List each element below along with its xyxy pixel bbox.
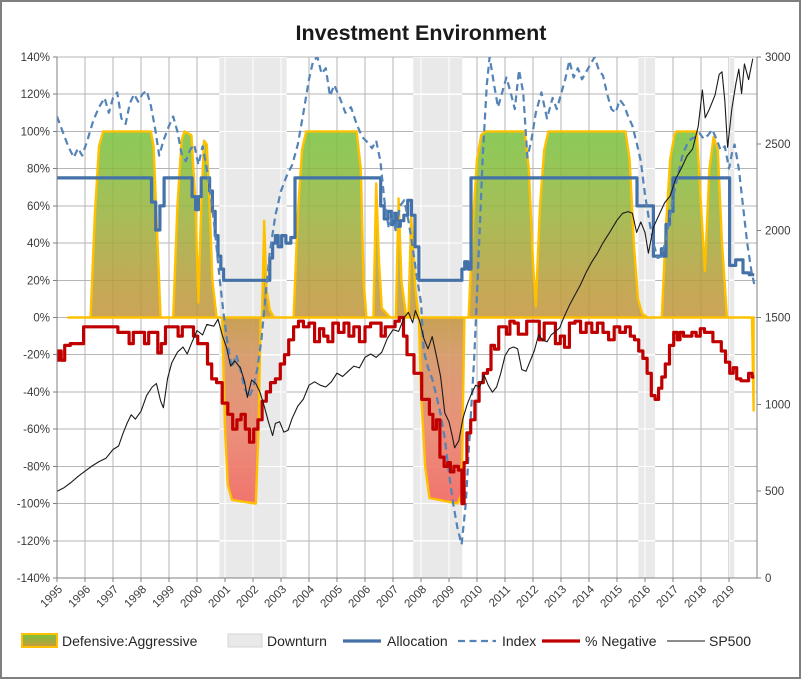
x-axis-label: 1998 (123, 584, 150, 611)
legend-label: Allocation (387, 633, 448, 649)
legend: Defensive:Aggressive Downturn Allocation In… (21, 633, 751, 649)
legend-item-gray-band-swatch: Downturn (227, 633, 327, 649)
y-axis-right-label: 500 (765, 486, 784, 498)
legend-item-solid-red-line: % Negative (542, 633, 657, 649)
legend-label: % Negative (585, 633, 657, 649)
y-axis-right-label: 0 (765, 573, 771, 585)
y-axis-left-label: 100% (21, 126, 50, 138)
y-axis-left-label: 140% (21, 52, 50, 64)
y-axis-left-labels: 140% 120% 100% 80% 60% 40% 20% 0% -20% -40% -60% -8… (17, 52, 50, 585)
y-axis-right-label: 1500 (765, 313, 791, 325)
series-group (57, 57, 756, 546)
x-axis-label: 2015 (599, 584, 626, 611)
x-axis-label: 2005 (319, 584, 346, 611)
x-axis-label: 2019 (711, 584, 738, 611)
y-axis-left-label: 80% (27, 164, 50, 176)
y-axis-left-label: 120% (21, 89, 50, 101)
gradient-area-swatch-icon (21, 633, 58, 648)
legend-item-gradient-area-swatch: Defensive:Aggressive (21, 633, 198, 649)
x-axis-label: 2016 (627, 584, 654, 611)
y-axis-right-label: 1000 (765, 399, 791, 411)
y-axis-left-label: -120% (17, 536, 50, 548)
y-axis-left-label: 0% (33, 313, 50, 325)
legend-label: SP500 (709, 633, 751, 649)
x-axis-label: 2007 (375, 584, 402, 611)
x-axis-label: 2013 (543, 584, 570, 611)
legend-item-solid-blue-line: Allocation (343, 633, 448, 649)
x-axis-label: 2012 (515, 584, 542, 611)
gray-band-swatch-icon (227, 633, 263, 648)
y-axis-right-labels: 0 500 1000 1500 2000 2500 3000 (765, 52, 791, 585)
x-axis-label: 2011 (487, 584, 513, 610)
y-axis-left-label: 60% (27, 201, 50, 213)
x-axis-label: 2006 (347, 584, 374, 611)
x-axis-label: 1996 (67, 584, 94, 611)
legend-label: Defensive:Aggressive (62, 633, 198, 649)
y-axis-left-label: -80% (23, 461, 50, 473)
y-axis-left-label: 40% (27, 238, 50, 250)
x-axis-label: 2004 (291, 583, 318, 610)
index-line (57, 57, 756, 546)
x-axis-label: 2003 (263, 584, 290, 611)
x-axis-label: 2009 (431, 584, 458, 611)
x-axis-label: 2008 (403, 584, 430, 611)
x-axis-label: 2017 (655, 584, 682, 611)
x-axis-label: 1997 (95, 584, 122, 611)
x-axis-label: 2018 (683, 584, 710, 611)
y-axis-left-label: -140% (17, 573, 50, 585)
legend-item-dashed-blue-line: Index (458, 633, 536, 649)
legend-item-thin-black-line: SP500 (667, 633, 751, 649)
x-axis-label: 2014 (571, 583, 598, 610)
x-axis-label: 2002 (235, 584, 262, 611)
y-axis-right-label: 3000 (765, 52, 791, 64)
x-axis-label: 1995 (39, 584, 66, 611)
y-axis-left-label: -20% (23, 350, 50, 362)
y-axis-left-label: 20% (27, 275, 50, 287)
sp500-line (57, 58, 754, 492)
x-axis-label: 1999 (151, 584, 178, 611)
axes (53, 56, 761, 582)
allocation-line (57, 176, 755, 282)
legend-label: Downturn (267, 633, 327, 649)
x-axis-label: 2001 (207, 584, 234, 611)
x-axis-label: 2000 (179, 584, 206, 611)
pct-negative-line (57, 315, 755, 506)
x-axis-labels: 1995 1996 1997 1998 1999 2000 2001 2002 2003 2004… (39, 583, 738, 610)
y-axis-left-label: -60% (23, 424, 50, 436)
y-axis-left-label: -40% (23, 387, 50, 399)
legend-label: Index (502, 633, 536, 649)
y-axis-right-label: 2000 (765, 226, 791, 238)
y-axis-right-label: 2500 (765, 139, 791, 151)
x-axis-label: 2010 (459, 584, 486, 611)
chart-title: Investment Environment (296, 21, 547, 45)
y-axis-left-label: -100% (17, 499, 50, 511)
